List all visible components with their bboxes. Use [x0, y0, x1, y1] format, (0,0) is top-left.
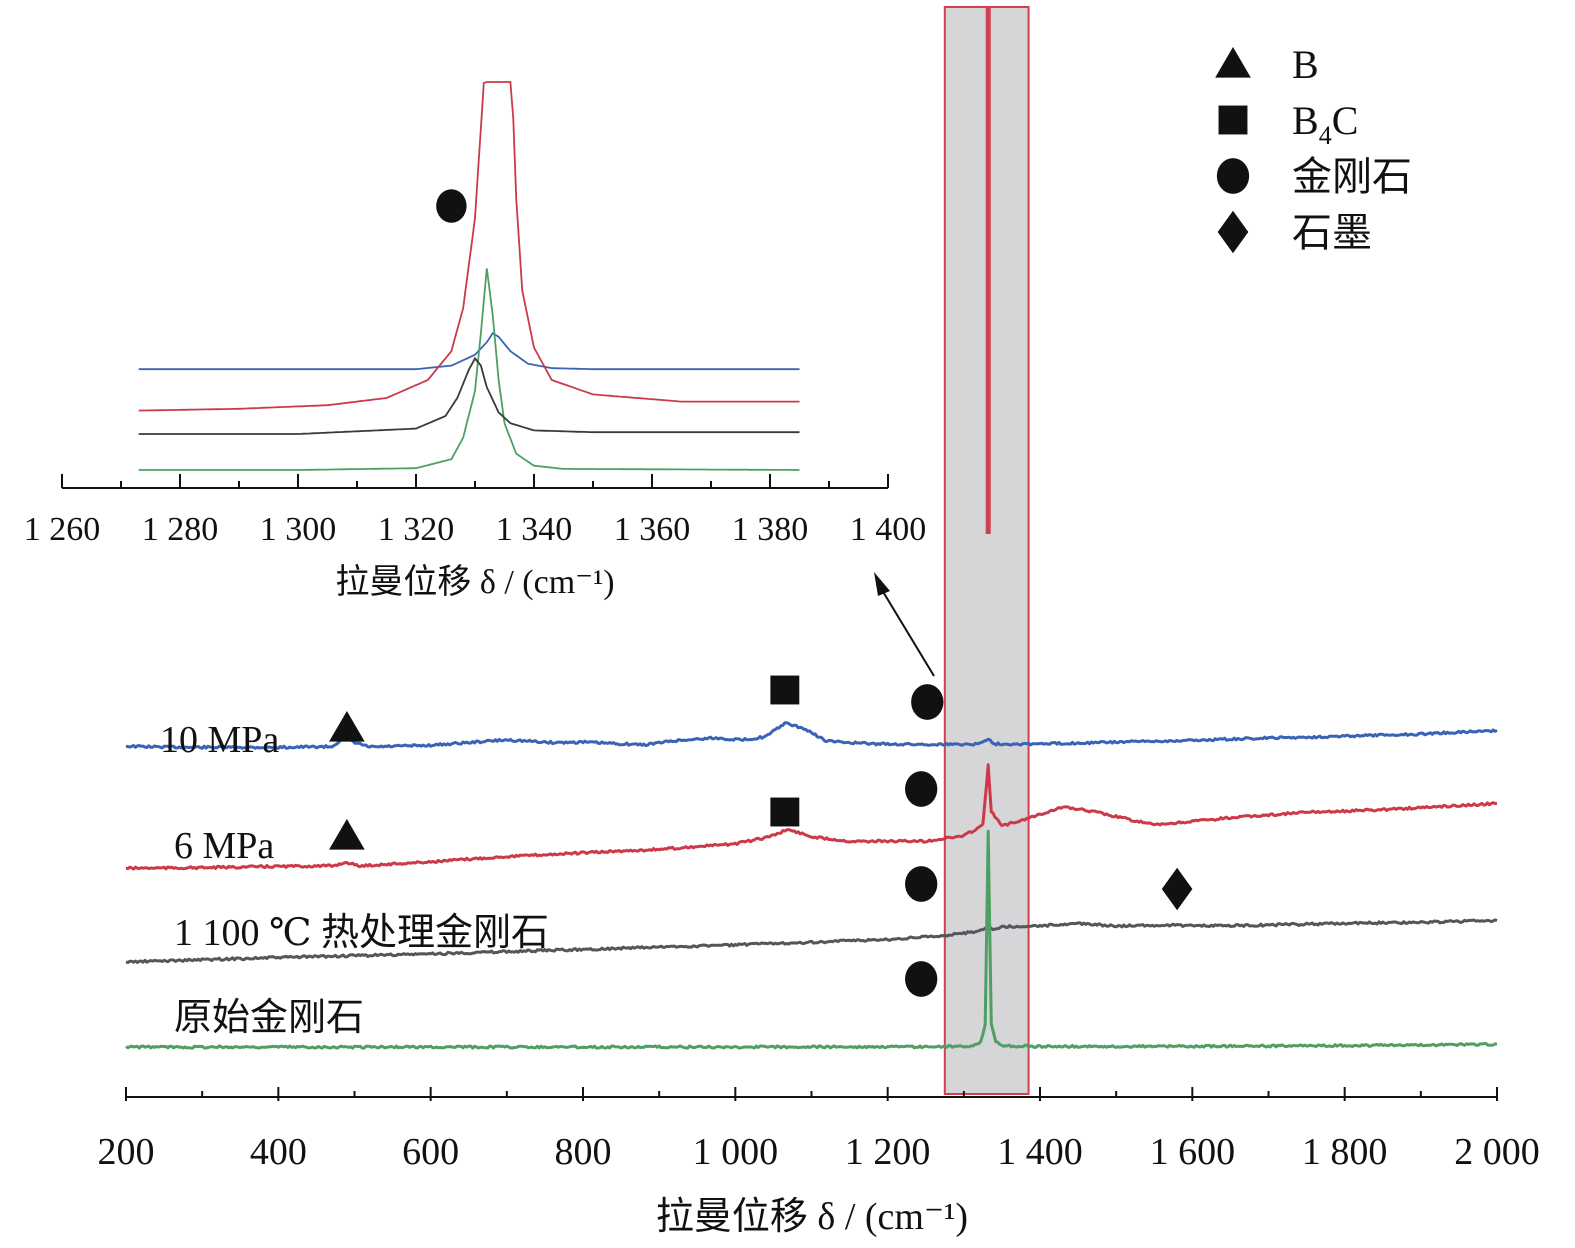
series-label-6mpa: 6 MPa	[174, 825, 274, 867]
triangle-marker-10-mpa	[329, 711, 365, 742]
legend-label-text: B	[1292, 42, 1319, 87]
zoom-arrow-line	[881, 589, 935, 677]
series-line-3	[125, 918, 1498, 964]
inset-x-axis-title: 拉曼位移 δ / (cm⁻¹)	[335, 563, 614, 601]
circle-marker-inset	[436, 189, 467, 223]
main-x-tick-label: 1 200	[845, 1131, 931, 1173]
series-label-10mpa: 10 MPa	[160, 719, 279, 761]
main-x-tick-label: 800	[555, 1131, 612, 1173]
main-x-tick-label: 1 000	[693, 1131, 779, 1173]
inset-x-tick-label: 1 340	[496, 511, 573, 548]
legend-label-text: 石墨	[1292, 210, 1372, 255]
main-x-tick-label: 200	[98, 1131, 155, 1173]
zoom-arrow	[874, 572, 935, 677]
inset-series-line-3	[138, 268, 800, 471]
main-x-tick-label: 600	[402, 1131, 459, 1173]
inset-series-line-4	[138, 356, 800, 435]
inset-x-tick-label: 1 280	[142, 511, 219, 548]
inset-x-tick-label: 1 360	[614, 511, 691, 548]
inset-x-axis: 1 260 1 280 1 300 1 320 1 340 1 360 1 380 1 400	[24, 474, 927, 548]
triangle-marker-6-mpa	[329, 819, 365, 850]
diamond-marker-1-100	[1161, 867, 1193, 911]
inset-x-tick-label: 1 320	[378, 511, 455, 548]
inset-plot-area	[138, 81, 800, 471]
legend-label-2: B4C	[1292, 98, 1358, 150]
inset-x-tick-label: 1 260	[24, 511, 101, 548]
main-x-axis: 200 400 600 800 1 000 1 200 1 400 1 600 1 800 2 0…	[98, 1087, 1540, 1173]
legend-triangle-symbol	[1215, 47, 1251, 78]
inset-series-line-1	[138, 331, 800, 371]
zoom-arrow-head	[874, 572, 890, 596]
legend-diamond-symbol	[1217, 210, 1249, 254]
main-x-axis-title: 拉曼位移 δ / (cm⁻¹)	[656, 1196, 968, 1238]
circle-marker-6-mpa	[905, 771, 938, 807]
main-x-tick-label: 1 600	[1150, 1131, 1236, 1173]
series-line-4	[125, 829, 1498, 1050]
square-marker-6-mpa	[770, 797, 800, 827]
inset-x-tick-label: 1 400	[850, 511, 927, 548]
main-x-tick-label: 400	[250, 1131, 307, 1173]
legend-label-1: B	[1292, 42, 1319, 87]
legend-circle-symbol	[1216, 158, 1250, 194]
main-x-tick-label: 2 000	[1454, 1131, 1540, 1173]
circle-marker-10-mpa	[911, 684, 944, 720]
series-line-2	[125, 763, 1498, 871]
legend-square-symbol	[1218, 105, 1248, 135]
main-x-tick-label: 1 800	[1302, 1131, 1388, 1173]
square-marker-10-mpa	[770, 675, 800, 705]
main-x-tick-label: 1 400	[997, 1131, 1083, 1173]
legend-label-4: 石墨	[1292, 210, 1372, 255]
legend-label-3: 金刚石	[1292, 154, 1412, 199]
circle-marker-1-100	[905, 866, 938, 902]
inset-x-axis-title-text: 拉曼位移 δ / (cm⁻¹)	[335, 563, 614, 601]
series-label-raw-diamond: 原始金刚石	[174, 997, 364, 1039]
series-line-1	[125, 721, 1498, 750]
legend-label-tail: C	[1332, 98, 1359, 143]
legend-label-subscript: 4	[1319, 121, 1332, 150]
series-label-heat-treated: 1 100 ℃ 热处理金刚石	[174, 912, 549, 954]
inset-x-tick-label: 1 300	[260, 511, 337, 548]
main-plot-area	[125, 721, 1498, 1050]
legend-label-text: B	[1292, 98, 1319, 143]
series-labels: 10 MPa 6 MPa 1 100 ℃ 热处理金刚石 原始金刚石	[160, 719, 549, 1039]
circle-marker-item	[905, 961, 938, 997]
peak-markers	[329, 675, 1193, 997]
main-x-axis-title-text: 拉曼位移 δ / (cm⁻¹)	[656, 1196, 968, 1238]
inset-series-line-2	[138, 81, 800, 412]
legend-label-text: 金刚石	[1292, 154, 1412, 199]
inset-x-tick-label: 1 380	[732, 511, 809, 548]
